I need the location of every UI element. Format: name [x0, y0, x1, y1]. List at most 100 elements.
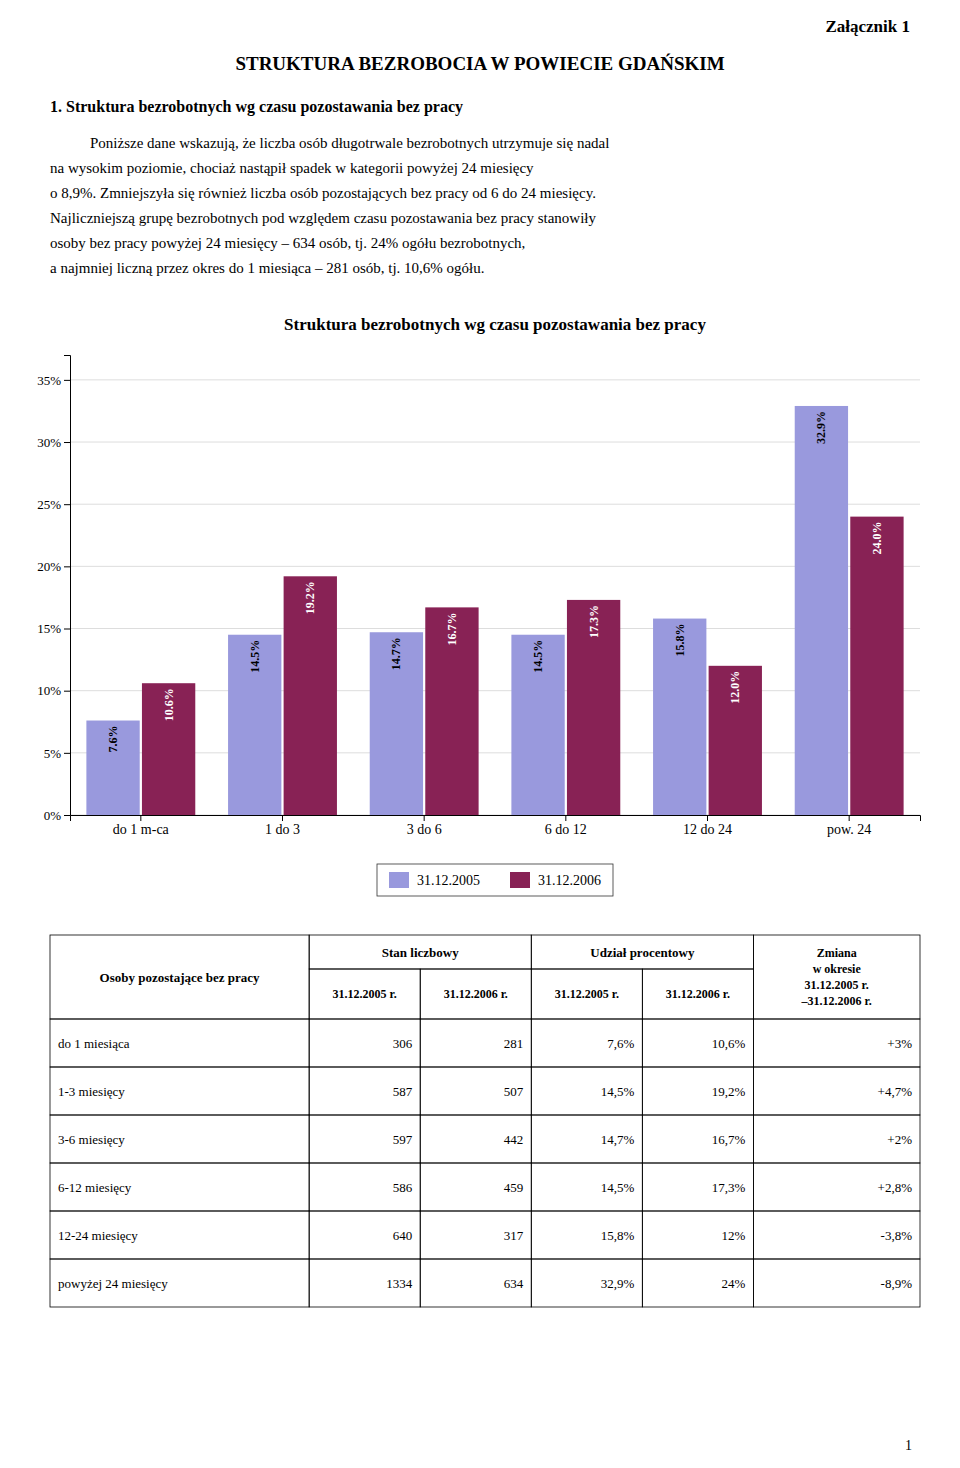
legend-label: 31.12.2006 [538, 873, 601, 888]
y-tick: 25% [37, 497, 70, 512]
table-cell [50, 1211, 309, 1259]
table-value: 16,7% [712, 1132, 746, 1147]
table-cell [531, 1115, 642, 1163]
chart-title: Struktura bezrobotnych wg czasu pozostaw… [284, 315, 706, 334]
table-cell [753, 1115, 920, 1163]
x-tick: 6 do 12 [545, 815, 587, 837]
grid-line [70, 379, 920, 380]
table-value: 14,7% [601, 1132, 635, 1147]
table-cell [642, 1067, 753, 1115]
paragraph-line: Najliczniejszą grupę bezrobotnych pod wz… [50, 210, 597, 226]
bar [370, 632, 423, 815]
data-label: 7.6% [106, 726, 120, 753]
bar [850, 517, 903, 815]
table-cell [642, 1211, 753, 1259]
y-tick-label: 25% [37, 497, 61, 512]
table-header: 31.12.2005 r. [805, 978, 869, 992]
y-tick: 5% [44, 745, 70, 760]
y-tick: 15% [37, 621, 70, 636]
table-value: 587 [393, 1084, 413, 1099]
table-value: 17,3% [712, 1180, 746, 1195]
table-header: w okresie [813, 962, 862, 976]
table-cell [50, 1259, 309, 1307]
table-header: Stan liczbowy [382, 945, 459, 960]
legend-swatch [389, 872, 409, 888]
page-title: Załącznik 1 [825, 17, 910, 36]
table-value: 634 [504, 1276, 524, 1291]
x-tick-mark [282, 815, 283, 821]
table-value: powyżej 24 miesięcy [58, 1276, 168, 1291]
table-cell [531, 1067, 642, 1115]
x-tick: 1 do 3 [265, 815, 300, 837]
table-value: 12% [722, 1228, 746, 1243]
data-labels: 7.6%14.5%14.7%14.5%15.8%32.9%10.6%19.2%1… [106, 411, 884, 753]
data-label: 32.9% [814, 411, 828, 444]
x-tick-label: pow. 24 [827, 822, 871, 837]
x-tick-mark [707, 815, 708, 821]
table-value: +2% [887, 1132, 912, 1147]
grid-line [70, 628, 920, 629]
table-header: Zmiana [817, 946, 857, 960]
table-header: 31.12.2005 r. [555, 987, 619, 1001]
table-cell [420, 1067, 531, 1115]
y-tick-mark [64, 815, 70, 816]
table-value: do 1 miesiąca [58, 1036, 130, 1051]
y-tick: 35% [37, 373, 70, 388]
table-cell [420, 1115, 531, 1163]
y-tick-mark [64, 753, 70, 754]
table-value: 24% [722, 1276, 746, 1291]
table-cell [309, 1259, 420, 1307]
x-tick: 3 do 6 [407, 815, 442, 837]
bar [284, 576, 337, 815]
table-value: 14,5% [601, 1180, 635, 1195]
table-cell [50, 1163, 309, 1211]
x-tick-label: 12 do 24 [683, 822, 732, 837]
data-label: 10.6% [162, 688, 176, 721]
y-tick-mark [64, 380, 70, 381]
table-value: 1334 [386, 1276, 413, 1291]
y-tick: 30% [37, 435, 70, 450]
table-header: 31.12.2005 r. [333, 987, 397, 1001]
bar [142, 683, 195, 815]
section-title: 1. Struktura bezrobotnych wg czasu pozos… [50, 98, 463, 116]
table-cell [753, 935, 920, 1019]
table-value: 6-12 miesięcy [58, 1180, 132, 1195]
x-tick: 12 do 24 [683, 815, 732, 837]
paragraph-line: a najmniej liczną przez okres do 1 miesi… [50, 260, 484, 276]
data-label: 19.2% [303, 581, 317, 614]
table-value: 10,6% [712, 1036, 746, 1051]
y-tick-label: 10% [37, 683, 61, 698]
table-cell [309, 1115, 420, 1163]
table-value: +3% [887, 1036, 912, 1051]
table-cell [531, 1259, 642, 1307]
table-cell [642, 969, 753, 1019]
table-value: 317 [504, 1228, 524, 1243]
table-value: 1-3 miesięcy [58, 1084, 125, 1099]
paragraph-line: osoby bez pracy powyżej 24 miesięcy – 63… [50, 235, 525, 251]
bar [795, 406, 848, 815]
data-label: 14.5% [531, 640, 545, 673]
table-value: 12-24 miesięcy [58, 1228, 138, 1243]
table-cell [642, 1019, 753, 1067]
bar [425, 607, 478, 815]
data-label: 14.5% [248, 640, 262, 673]
table: Osoby pozostające bez pracy Stan liczbowy… [50, 935, 920, 1307]
paragraph: Poniższe dane wskazują, że liczba osób d… [50, 135, 609, 276]
table-value: 32,9% [601, 1276, 635, 1291]
table-cell [531, 1211, 642, 1259]
legend-swatch [510, 872, 530, 888]
table-cell [309, 1019, 420, 1067]
table-cell [420, 1163, 531, 1211]
y-tick-label: 0% [44, 808, 62, 823]
bar [228, 635, 281, 815]
x-tick-label: 6 do 12 [545, 822, 587, 837]
table-header: 31.12.2006 r. [444, 987, 508, 1001]
data-label: 24.0% [870, 522, 884, 555]
x-tick: do 1 m-ca [113, 815, 170, 837]
data-label: 17.3% [587, 605, 601, 638]
table-cell [309, 1163, 420, 1211]
bar [709, 666, 762, 815]
legend: 31.12.200531.12.2006 [377, 864, 613, 896]
table-header: Osoby pozostające bez pracy [100, 970, 260, 985]
table-header: Udział procentowy [590, 945, 695, 960]
